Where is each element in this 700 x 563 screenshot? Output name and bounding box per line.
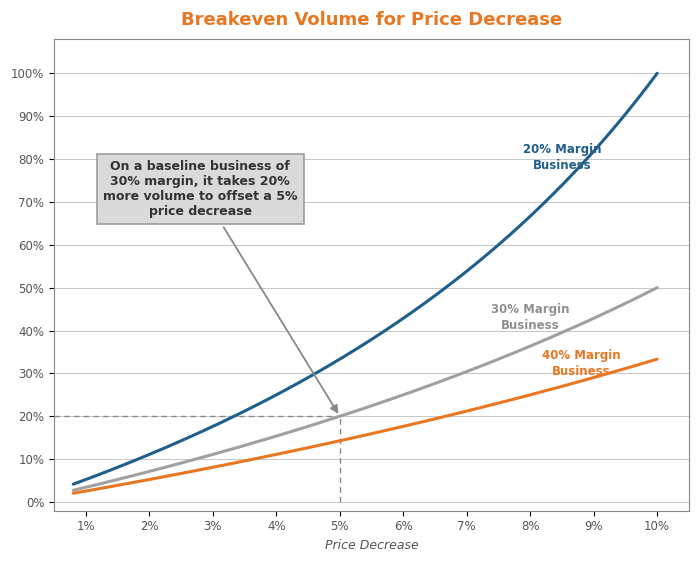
Text: 20% Margin
Business: 20% Margin Business — [523, 143, 601, 172]
Text: 30% Margin
Business: 30% Margin Business — [491, 303, 570, 332]
Text: 40% Margin
Business: 40% Margin Business — [542, 348, 620, 378]
X-axis label: Price Decrease: Price Decrease — [325, 539, 419, 552]
Text: On a baseline business of
30% margin, it takes 20%
more volume to offset a 5%
pr: On a baseline business of 30% margin, it… — [103, 160, 337, 412]
Title: Breakeven Volume for Price Decrease: Breakeven Volume for Price Decrease — [181, 11, 562, 29]
